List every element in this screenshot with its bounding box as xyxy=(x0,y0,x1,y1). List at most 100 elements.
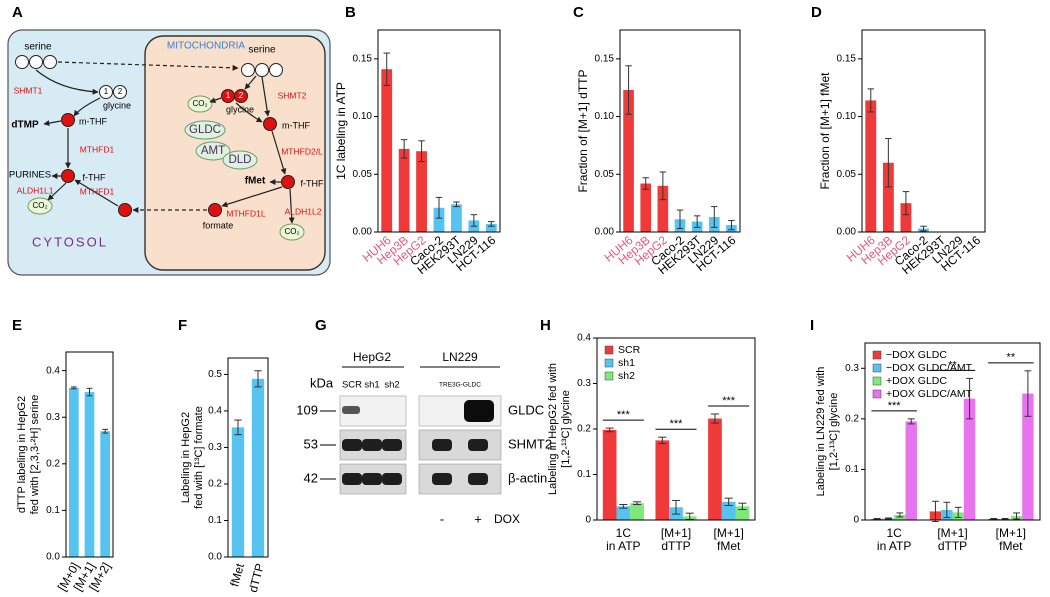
diagram-label: SHMT2 xyxy=(278,90,307,100)
enzyme-complex xyxy=(195,141,231,161)
significance-label: *** xyxy=(617,409,631,421)
y-axis-label: Fraction of [M+1] dTTP xyxy=(576,69,590,192)
carbon-circle xyxy=(255,63,269,77)
panel-letter: C xyxy=(573,4,584,21)
carbon-circle xyxy=(263,117,277,131)
size-unit: kDa xyxy=(310,375,334,390)
carbon-circle xyxy=(281,175,295,189)
diagram-label: f-THF xyxy=(83,172,106,182)
bar xyxy=(630,503,644,520)
diagram-label: CYTOSOL xyxy=(32,234,108,249)
diagram-label: serine xyxy=(24,42,52,53)
carbon-circle xyxy=(61,113,75,127)
significance-label: ** xyxy=(1007,352,1016,364)
y-tick-label: 0.3 xyxy=(845,363,859,374)
bar xyxy=(84,392,95,557)
lane-label: SCR xyxy=(342,380,362,391)
significance-label: ** xyxy=(948,359,957,371)
panel-letter: A xyxy=(12,4,23,21)
plot-frame xyxy=(861,29,986,233)
panel-letter: I xyxy=(810,317,814,334)
y-axis-label: [1,2-¹³C] glycine xyxy=(828,393,840,471)
panel-letter: G xyxy=(315,317,327,334)
marker-size: 109 xyxy=(296,402,318,417)
enzyme-complex xyxy=(222,150,258,170)
diagram-label: AMT xyxy=(201,145,225,157)
y-tick-label: 0.3 xyxy=(208,442,222,453)
y-tick-label: 0.05 xyxy=(837,169,857,180)
bar xyxy=(251,378,265,557)
cell-line-label: LN229 xyxy=(442,350,478,364)
enzyme-complex xyxy=(184,120,226,140)
bar xyxy=(905,421,917,520)
diagram-label: ALDH1L2 xyxy=(285,206,322,216)
y-axis-label: Labeling in LN229 fed with xyxy=(815,367,827,497)
significance-label: *** xyxy=(888,400,902,412)
blot-band xyxy=(342,406,360,414)
marker-size: 53 xyxy=(304,436,318,451)
arrow xyxy=(235,102,263,123)
plot-frame xyxy=(864,342,1041,521)
diagram-label: CO₂ xyxy=(192,99,207,108)
bar xyxy=(381,69,393,232)
legend-label: −DOX GLDC xyxy=(886,349,947,361)
panel-letter: H xyxy=(540,317,551,334)
bar xyxy=(616,506,631,520)
dox-sign: + xyxy=(474,511,482,526)
carbon-circle xyxy=(61,169,75,183)
carbon-circle xyxy=(113,85,127,99)
arrow xyxy=(35,69,99,95)
y-tick-label: 0.5 xyxy=(208,369,222,380)
diagram-label: serine xyxy=(248,45,276,56)
bar xyxy=(721,501,736,520)
y-tick-label: 0.15 xyxy=(837,53,857,64)
bar xyxy=(1022,393,1034,520)
y-axis-label: Labeling in HepG2 xyxy=(180,412,192,503)
panel-letter: E xyxy=(12,317,22,334)
legend-swatch xyxy=(604,358,614,368)
significance-label: *** xyxy=(670,418,684,430)
arrow xyxy=(288,188,295,224)
y-tick-label: 0.00 xyxy=(595,227,615,238)
carbon-circle xyxy=(241,63,255,77)
legend-swatch xyxy=(604,345,614,355)
y-tick-label: 0.05 xyxy=(353,169,373,180)
x-tick-label: fMet xyxy=(999,539,1023,553)
y-tick-label: 0.0 xyxy=(46,552,60,563)
x-tick-label: [M+1] xyxy=(713,526,743,540)
diagram-label: formate xyxy=(203,220,234,230)
arrow xyxy=(47,182,67,201)
protein-label: β-actin xyxy=(508,470,547,485)
legend-swatch xyxy=(872,389,882,399)
carbon-circle xyxy=(29,55,43,69)
blot-band xyxy=(342,473,362,485)
y-axis-label: dTTP labeling in HepG2 xyxy=(16,396,28,513)
panel-letter: F xyxy=(178,317,187,334)
diagram-label: 1 xyxy=(226,91,231,100)
bar xyxy=(602,429,617,520)
y-axis-label: 1C labeling in ATP xyxy=(334,82,348,180)
diagram-label: dTMP xyxy=(11,120,39,131)
diagram-label: 2 xyxy=(118,87,123,96)
legend-swatch xyxy=(872,350,882,360)
y-tick-label: 0.1 xyxy=(46,505,60,516)
blot-band xyxy=(342,439,362,451)
diagram-label: 2 xyxy=(239,91,244,100)
plot-frame xyxy=(596,337,756,521)
plot-frame xyxy=(619,29,741,233)
cell-line-label: HepG2 xyxy=(353,350,391,364)
plot-frame xyxy=(227,357,269,558)
carbon-circle xyxy=(43,55,57,69)
arrow xyxy=(73,97,101,117)
diagram-label: DLD xyxy=(228,154,251,166)
y-axis-label: fed with [¹³C] formate xyxy=(193,406,205,509)
y-tick-label: 0.1 xyxy=(208,515,222,526)
legend-label: −DOX GLDC/AMT xyxy=(886,362,973,374)
y-tick-label: 0.00 xyxy=(837,227,857,238)
carbon-circle xyxy=(118,203,132,217)
co2-bubble xyxy=(279,223,305,241)
y-tick-label: 0.10 xyxy=(837,111,857,122)
y-tick-label: 0.2 xyxy=(845,413,859,424)
bar xyxy=(708,418,722,520)
